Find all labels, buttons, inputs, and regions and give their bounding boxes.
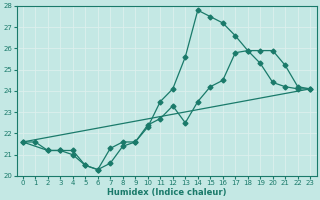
X-axis label: Humidex (Indice chaleur): Humidex (Indice chaleur) — [107, 188, 226, 197]
